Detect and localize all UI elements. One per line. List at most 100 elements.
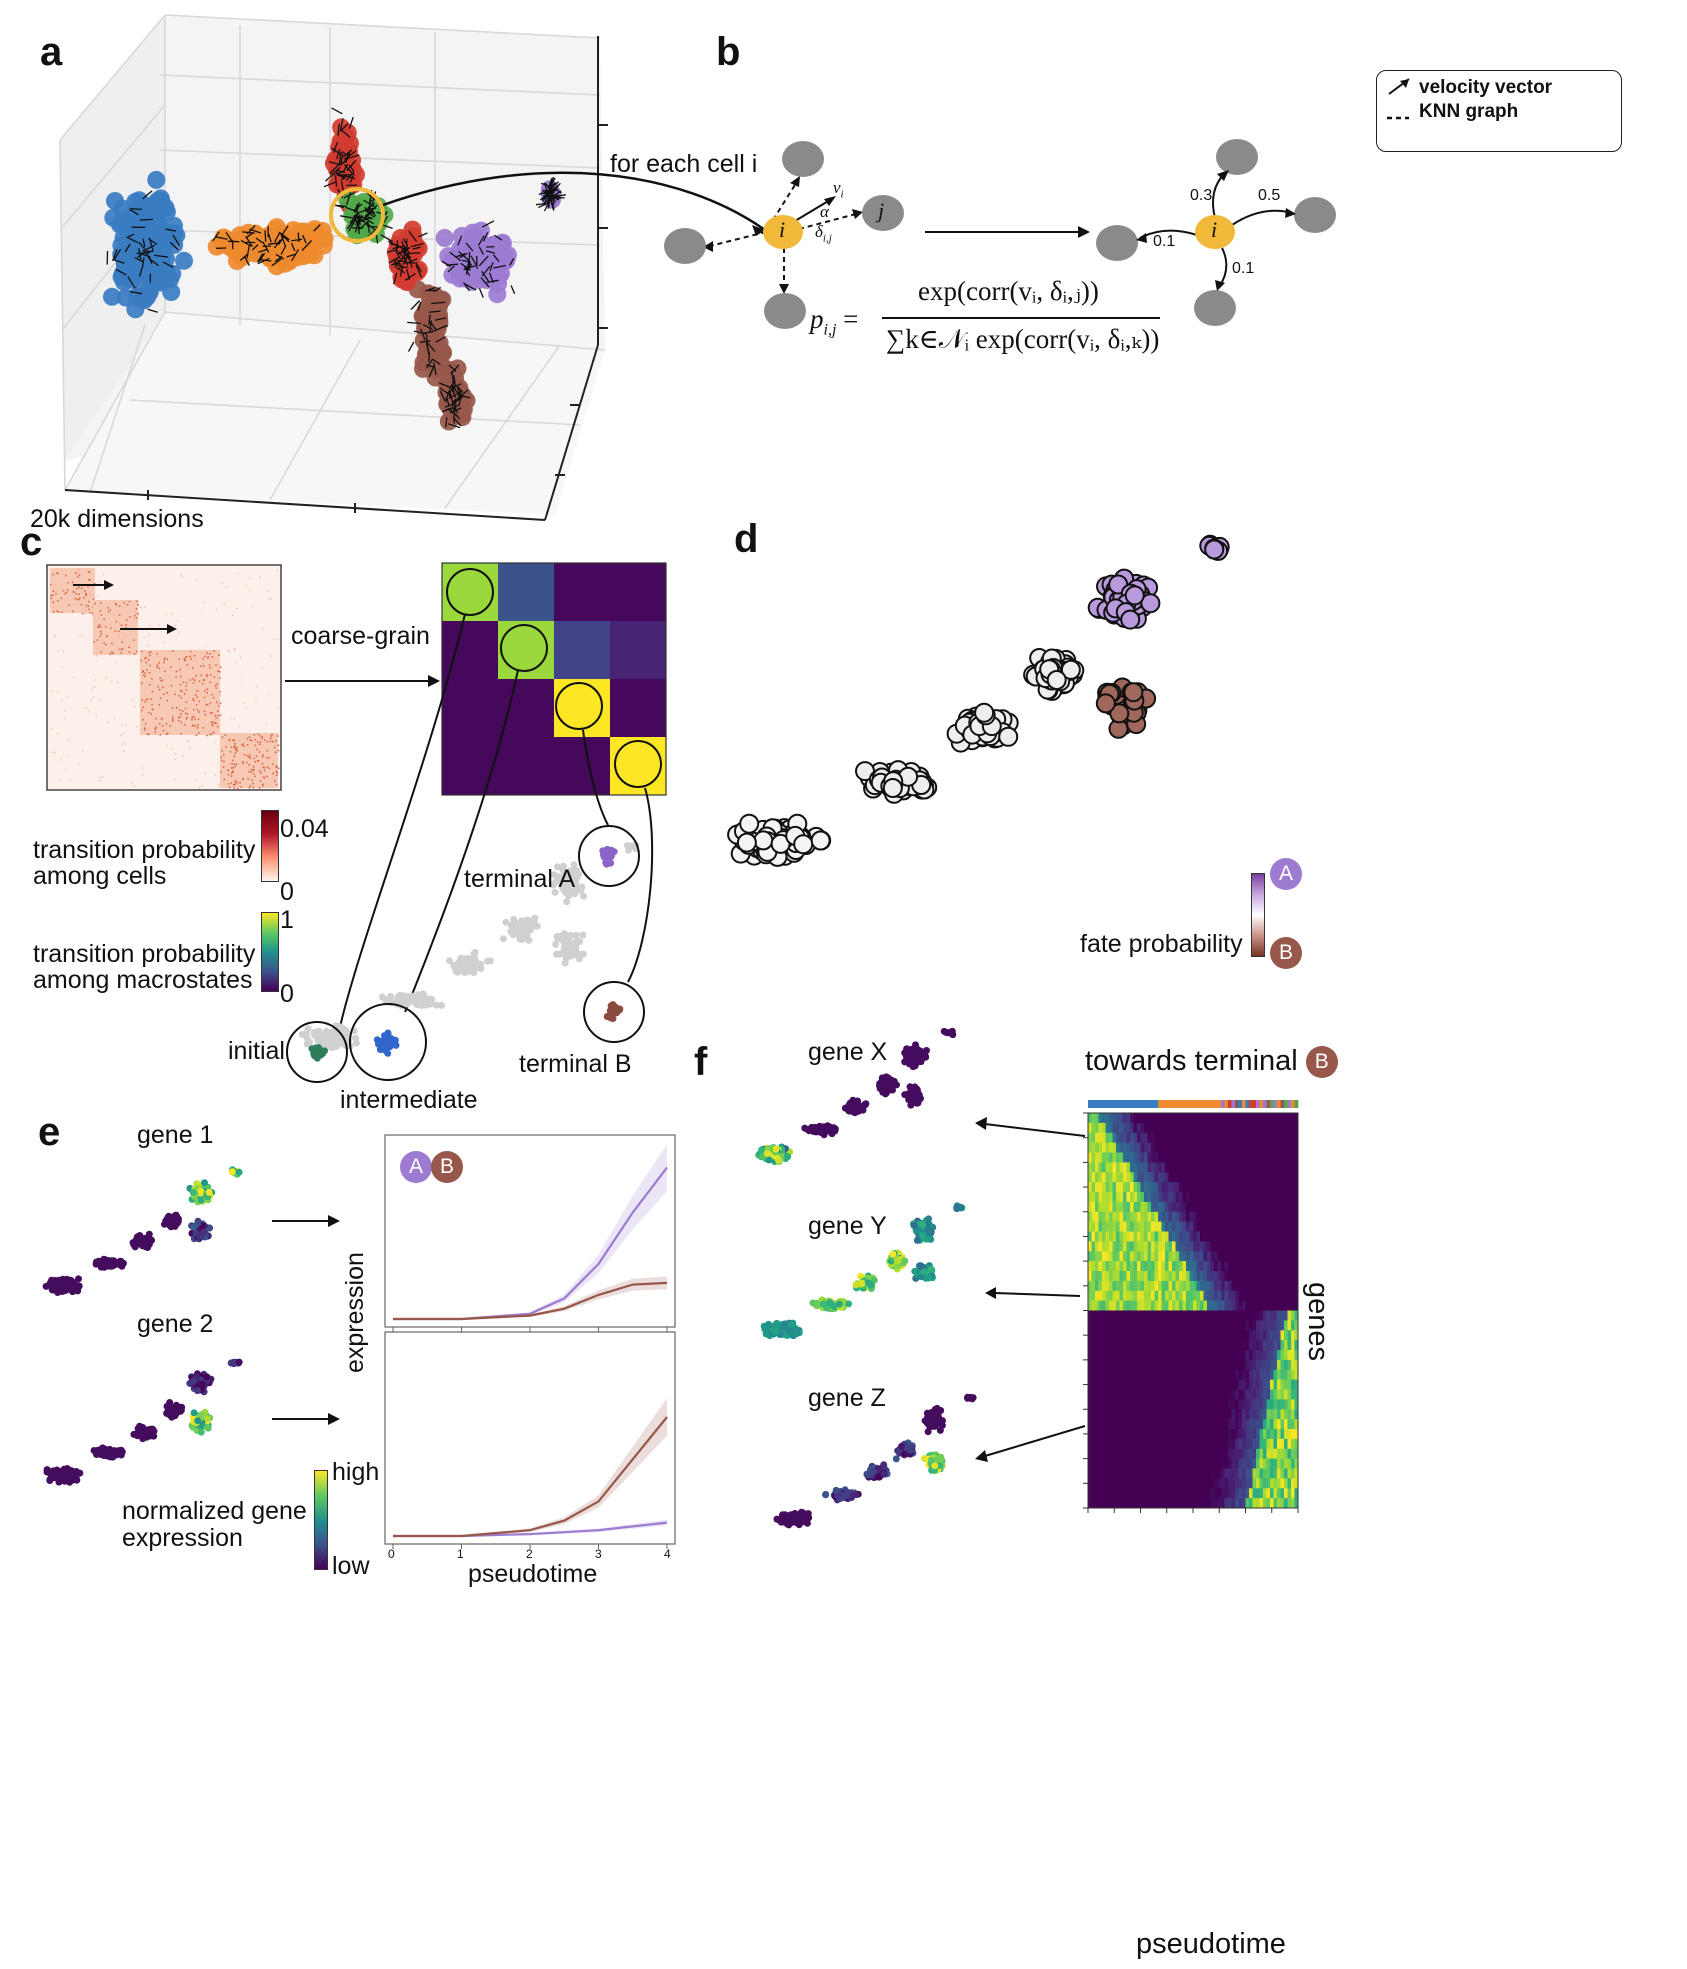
heatmap-cell <box>1147 1142 1152 1153</box>
heatmap-cell <box>1182 1122 1187 1134</box>
genex-cell <box>906 1083 914 1091</box>
heatmap-cell <box>1263 1113 1267 1124</box>
heatmap-cell <box>1168 1132 1173 1143</box>
heatmap-cell <box>1266 1113 1271 1124</box>
genex-cell <box>913 1085 920 1093</box>
heatmap-cell <box>1186 1113 1190 1124</box>
heatmap-cell <box>1252 1113 1257 1124</box>
heatmap-cell <box>1126 1152 1131 1163</box>
heatmap-cell <box>1154 1132 1159 1143</box>
heatmap-cell <box>1238 1132 1243 1143</box>
heatmap-cell <box>1277 1142 1281 1153</box>
heatmap-cell <box>1277 1113 1281 1124</box>
heatmap-cell <box>1280 1132 1285 1143</box>
heatmap-cell <box>1203 1122 1208 1134</box>
heatmap-cell <box>1221 1122 1225 1134</box>
heatmap-cell <box>1095 1152 1099 1163</box>
heatmap-cell <box>1105 1113 1110 1124</box>
heatmap-cell <box>1217 1152 1222 1163</box>
pseudotime-bar-cell <box>1245 1100 1250 1108</box>
panel-letter-c: c <box>20 520 43 564</box>
geney-cell <box>919 1221 927 1229</box>
heatmap-cell <box>1207 1142 1211 1153</box>
heatmap-cell <box>1235 1122 1239 1134</box>
heatmap-cell <box>1088 1122 1092 1134</box>
genex-cell <box>909 1058 917 1066</box>
heatmap-cell <box>1231 1113 1236 1124</box>
genez-cell <box>799 1509 807 1517</box>
heatmap-cell <box>1228 1122 1232 1134</box>
heatmap-cell <box>1168 1152 1173 1163</box>
heatmap-cell <box>1133 1132 1138 1143</box>
heatmap-cell <box>1172 1142 1176 1153</box>
heatmap-cell <box>1284 1113 1288 1124</box>
heatmap-cell <box>1256 1132 1260 1143</box>
pseudotime-bar-cell <box>1196 1100 1201 1108</box>
heatmap-cell <box>1151 1132 1155 1143</box>
heatmap-cell <box>1221 1113 1225 1124</box>
heatmap-cell <box>1256 1122 1260 1134</box>
heatmap-cell <box>1182 1113 1187 1124</box>
heatmap-cell <box>1175 1113 1180 1124</box>
heatmap-cell <box>1210 1132 1215 1143</box>
heatmap-cell <box>1242 1132 1246 1143</box>
heatmap-cell <box>1249 1122 1253 1134</box>
heatmap-cell <box>1116 1142 1120 1153</box>
heatmap-cell <box>1249 1142 1253 1153</box>
heatmap-cell <box>1238 1113 1243 1124</box>
heatmap-cell <box>1238 1142 1243 1153</box>
pseudotime-bar-cell <box>1133 1100 1138 1108</box>
heatmap-cell <box>1112 1142 1117 1153</box>
heatmap-cell <box>1112 1152 1117 1163</box>
heatmap-cell <box>1102 1142 1106 1153</box>
heatmap-cell <box>1270 1142 1274 1153</box>
heatmap-cell <box>1193 1152 1197 1163</box>
pseudotime-bar-cell <box>1284 1100 1288 1108</box>
pseudotime-bar-cell <box>1147 1100 1152 1108</box>
genez-cell <box>849 1491 857 1499</box>
heatmap-cell <box>1144 1122 1148 1134</box>
heatmap-cell <box>1130 1113 1134 1124</box>
genez-cell <box>898 1442 905 1450</box>
heatmap-cell <box>1231 1122 1236 1134</box>
heatmap-cell <box>1196 1142 1201 1153</box>
heatmap-cell <box>1273 1113 1278 1124</box>
heatmap-cell <box>1165 1142 1169 1153</box>
heatmap-cell <box>1277 1132 1281 1143</box>
genex-cell <box>784 1153 792 1161</box>
heatmap-cell <box>1256 1142 1260 1153</box>
heatmap-cell <box>1175 1122 1180 1134</box>
geney-cell <box>925 1229 933 1237</box>
heatmap-cell <box>1172 1113 1176 1124</box>
heatmap-cell <box>1217 1113 1222 1124</box>
pseudotime-bar-cell <box>1287 1100 1292 1108</box>
heatmap-cell <box>1249 1132 1253 1143</box>
heatmap-cell <box>1168 1122 1173 1134</box>
geney-cell <box>864 1279 872 1287</box>
heatmap-cell <box>1147 1132 1152 1143</box>
heatmap-cell <box>1126 1142 1131 1153</box>
cell-cloud-3d <box>103 107 566 431</box>
heatmap-cell <box>1182 1142 1187 1153</box>
genex-cell <box>907 1048 915 1056</box>
heatmap-cell <box>1214 1142 1218 1153</box>
heatmap-cell <box>1095 1132 1099 1143</box>
heatmap-cell <box>1088 1142 1092 1153</box>
genez-cell <box>880 1461 888 1469</box>
heatmap-cell <box>1224 1122 1229 1134</box>
heatmap-cell <box>1182 1152 1187 1163</box>
heatmap-cell <box>1151 1142 1155 1153</box>
heatmap-cell <box>1203 1132 1208 1143</box>
heatmap-cell <box>1098 1132 1103 1143</box>
heatmap-cell <box>1284 1122 1288 1134</box>
cell-point <box>115 252 134 271</box>
heatmap-cell <box>1102 1113 1106 1124</box>
cell-point <box>330 138 349 157</box>
heatmap-cell <box>1245 1113 1250 1124</box>
heatmap-cell <box>1207 1152 1211 1163</box>
heatmap-cell <box>1137 1113 1141 1124</box>
heatmap-cell <box>1231 1132 1236 1143</box>
cell-point <box>488 285 507 304</box>
heatmap-cell <box>1154 1113 1159 1124</box>
